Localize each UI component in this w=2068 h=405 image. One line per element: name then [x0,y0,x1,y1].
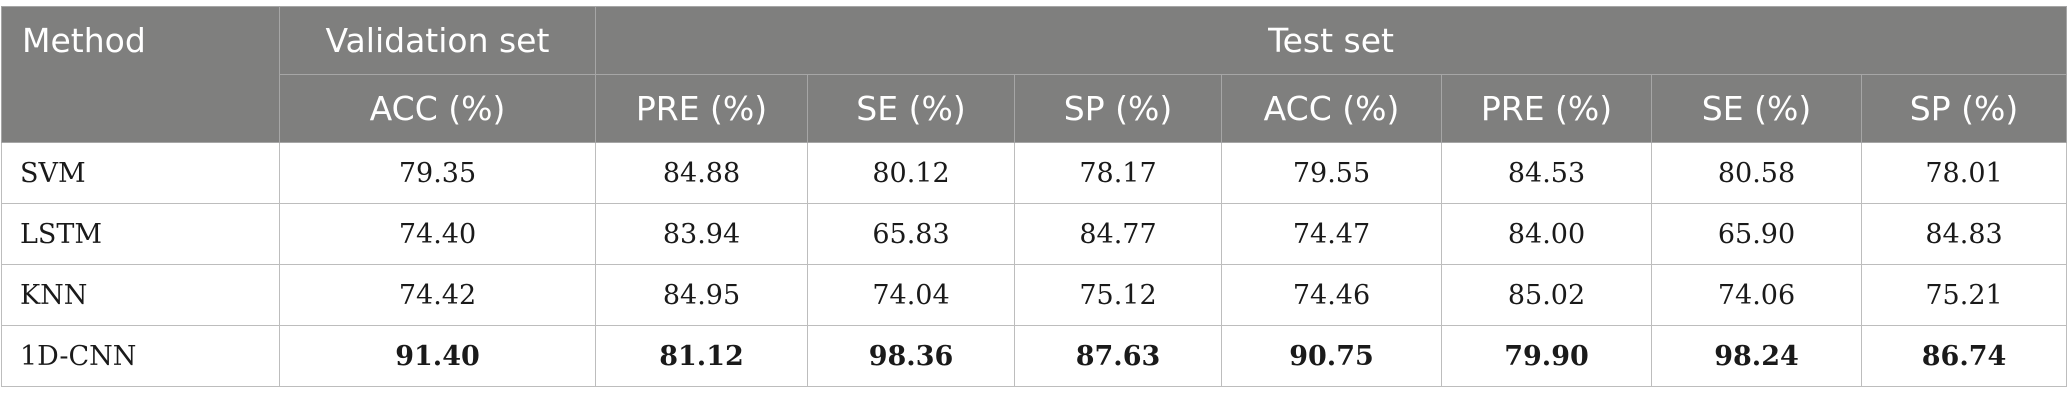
table-cell: 74.40 [279,203,596,265]
table-cell: 83.94 [595,203,808,265]
table-cell: 80.12 [807,142,1015,204]
method-header: Method [1,6,280,143]
column-header-test-se-2: SE (%) [1651,74,1862,143]
column-header-test-sp: SP (%) [1014,74,1222,143]
table-cell: 98.36 [807,325,1015,387]
table-cell: 81.12 [595,325,808,387]
table-cell: 84.00 [1441,203,1652,265]
table-cell: 79.35 [279,142,596,204]
table-cell: 79.90 [1441,325,1652,387]
column-header-test-se: SE (%) [807,74,1015,143]
table-cell: 78.17 [1014,142,1222,204]
table-row-1d-cnn: 1D-CNN 91.40 81.12 98.36 87.63 90.75 79.… [1,325,2068,387]
column-header-test-sp-2: SP (%) [1860,74,2068,143]
table-cell: 84.83 [1860,203,2068,265]
table-cell: 78.01 [1860,142,2068,204]
test-set-header: Test set [594,6,2068,75]
column-header-test-pre: PRE (%) [595,74,808,143]
table-cell: 79.55 [1221,142,1442,204]
table-cell: 74.42 [279,264,596,326]
table-cell: 84.53 [1441,142,1652,204]
table-cell: 87.63 [1014,325,1222,387]
table-cell: 75.21 [1860,264,2068,326]
table-cell: 74.46 [1221,264,1442,326]
column-header-test-pre-2: PRE (%) [1441,74,1652,143]
table-row-lstm: LSTM 74.40 83.94 65.83 84.77 74.47 84.00… [1,203,2068,265]
column-header-val-acc: ACC (%) [279,74,596,143]
table-cell: 74.06 [1651,264,1862,326]
table-cell: 65.90 [1651,203,1862,265]
validation-set-header: Validation set [279,6,596,75]
row-method-name: LSTM [1,203,280,265]
table-cell: 84.95 [595,264,808,326]
table-row-knn: KNN 74.42 84.95 74.04 75.12 74.46 85.02 … [1,264,2068,326]
results-table: Method Validation set Test set ACC (%) P… [1,6,2068,387]
row-method-name: 1D-CNN [1,325,280,387]
table-cell: 65.83 [807,203,1015,265]
table-cell: 90.75 [1221,325,1442,387]
table-cell: 98.24 [1651,325,1862,387]
table-cell: 91.40 [279,325,596,387]
table-cell: 74.47 [1221,203,1442,265]
table-cell: 84.88 [595,142,808,204]
table-cell: 74.04 [807,264,1015,326]
table-cell: 80.58 [1651,142,1862,204]
row-method-name: KNN [1,264,280,326]
column-header-test-acc: ACC (%) [1221,74,1442,143]
table-cell: 84.77 [1014,203,1222,265]
table-cell: 86.74 [1860,325,2068,387]
table-cell: 85.02 [1441,264,1652,326]
row-method-name: SVM [1,142,280,204]
table-cell: 75.12 [1014,264,1222,326]
table-row-svm: SVM 79.35 84.88 80.12 78.17 79.55 84.53 … [1,142,2068,204]
